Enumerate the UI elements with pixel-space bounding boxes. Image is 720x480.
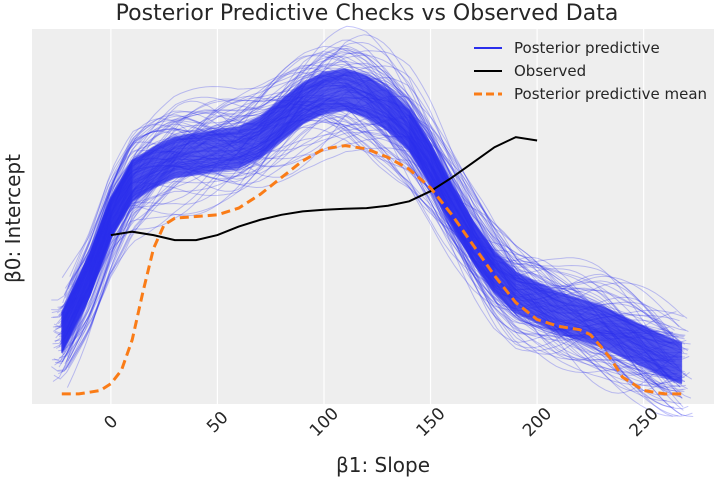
x-tick-label: 200 xyxy=(519,404,556,441)
series-lines xyxy=(61,136,682,396)
posterior-sample-line xyxy=(52,65,673,417)
observed-line xyxy=(110,136,538,242)
posterior-sample-line xyxy=(60,68,683,345)
legend-label: Observed xyxy=(514,62,586,80)
y-axis-label: β0: Intercept xyxy=(1,154,25,283)
legend-label: Posterior predictive mean xyxy=(514,85,707,103)
posterior-sample-line xyxy=(59,52,686,385)
posterior-sample-line xyxy=(53,66,688,377)
posterior-sample-line xyxy=(58,110,680,328)
x-tick-label: 0 xyxy=(100,412,122,434)
x-tick-label: 50 xyxy=(203,408,232,437)
posterior-mean-line xyxy=(61,144,682,396)
posterior-predictive-samples xyxy=(51,25,694,417)
posterior-sample-line xyxy=(68,129,683,400)
x-tick-labels: 0 50 100 150 200 250 xyxy=(100,404,662,441)
posterior-sample-line xyxy=(58,56,679,417)
legend-label: Posterior predictive xyxy=(514,39,660,57)
legend: Posterior predictive Observed Posterior pr… xyxy=(474,39,707,103)
x-tick-label: 100 xyxy=(306,404,343,441)
posterior-sample-line xyxy=(71,96,680,388)
x-tick-label: 250 xyxy=(626,404,663,441)
posterior-sample-line xyxy=(66,107,681,388)
posterior-sample-line xyxy=(71,60,673,378)
x-tick-label: 150 xyxy=(412,404,449,441)
posterior-sample-line xyxy=(59,113,668,357)
x-axis-label: β1: Slope xyxy=(336,453,430,477)
chart-title: Posterior Predictive Checks vs Observed … xyxy=(116,1,619,26)
